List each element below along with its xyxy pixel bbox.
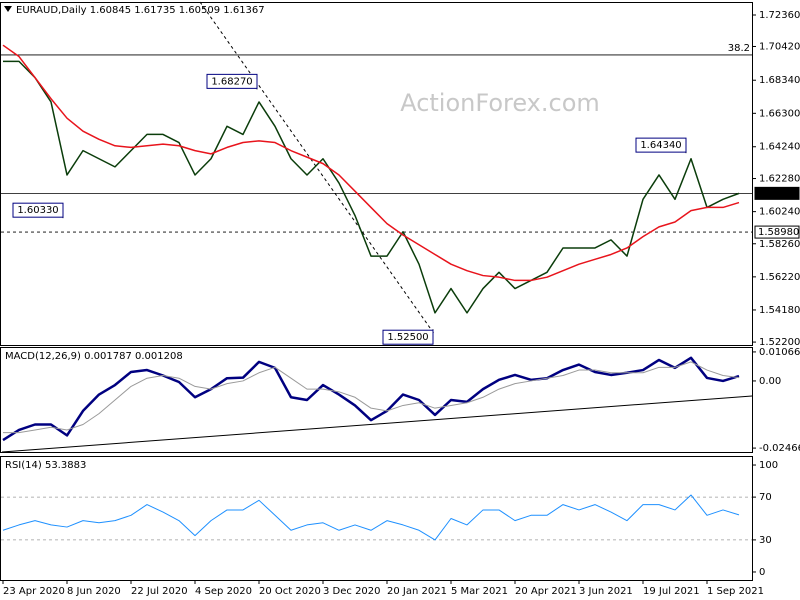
y-tick-label: 70: [759, 492, 772, 503]
y-tick-label: 1.72360: [759, 10, 800, 21]
y-tick-label: 1.62280: [759, 174, 800, 185]
y-tick-label: 1.52200: [759, 337, 800, 348]
series-line: [3, 361, 740, 434]
annotation-box: [635, 137, 687, 153]
trend-line: [199, 1, 436, 336]
reference-label-box: [754, 186, 800, 200]
y-tick-label: 100: [759, 460, 778, 471]
annotation-box: [206, 73, 258, 89]
y-tick-label: -0.024664: [759, 443, 800, 454]
reference-label: 1.61367: [758, 188, 799, 199]
x-tick-label: 22 Jul 2020: [131, 586, 188, 597]
annotation-box: [12, 202, 64, 218]
annotation-label: 1.52500: [387, 332, 428, 343]
y-tick-label: 1.56220: [759, 272, 800, 283]
collapse-icon: [4, 6, 12, 12]
annotation-label: 1.60330: [17, 205, 58, 216]
y-tick-label: 1.58260: [759, 239, 800, 250]
x-tick-label: 3 Dec 2020: [323, 586, 381, 597]
x-tick-label: 20 Apr 2021: [515, 586, 577, 597]
rsi-title: RSI(14) 53.3883: [5, 460, 86, 471]
y-tick-label: 30: [759, 535, 772, 546]
macd-panel-frame: [0, 347, 753, 453]
price-panel-frame: [0, 2, 753, 346]
x-tick-label: 23 Apr 2020: [3, 586, 65, 597]
y-tick-label: 0.00: [759, 376, 781, 387]
x-tick-label: 1 Sep 2021: [707, 586, 764, 597]
y-tick-label: 1.64240: [759, 142, 800, 153]
annotation-label: 1.64340: [640, 140, 681, 151]
x-tick-label: 8 Jun 2020: [67, 586, 121, 597]
macd-title: MACD(12,26,9) 0.001787 0.001208: [5, 351, 183, 362]
y-tick-label: 1.70420: [759, 41, 800, 52]
watermark: ActionForex.com: [400, 89, 600, 117]
y-tick-label: 1.60240: [759, 207, 800, 218]
x-tick-label: 20 Oct 2020: [259, 586, 321, 597]
series-line: [3, 60, 740, 314]
reference-label: 1.58980: [758, 227, 799, 238]
x-tick-label: 4 Sep 2020: [195, 586, 252, 597]
rsi-panel-frame: [0, 456, 753, 581]
x-tick-label: 20 Jan 2021: [387, 586, 447, 597]
annotation-label: 1.68270: [211, 76, 252, 87]
x-tick-label: 19 Jul 2021: [643, 586, 700, 597]
annotation-box: [382, 329, 434, 345]
x-tick-label: 5 Mar 2021: [451, 586, 508, 597]
x-tick-label: 3 Jun 2021: [579, 586, 633, 597]
y-tick-label: 1.54180: [759, 305, 800, 316]
y-tick-label: 0.01066: [759, 347, 800, 358]
reference-label-box: [754, 225, 800, 239]
y-tick-label: 0: [759, 567, 765, 578]
y-tick-label: 1.68340: [759, 75, 800, 86]
series-line: [2, 494, 740, 541]
series-line: [2, 356, 740, 442]
y-tick-label: 1.66300: [759, 108, 800, 119]
chart-title: EURAUD,Daily 1.60845 1.61735 1.60509 1.6…: [16, 5, 265, 16]
series-line: [2, 44, 740, 282]
reference-label: 38.2: [728, 43, 750, 54]
macd-trend-line: [1, 395, 753, 453]
